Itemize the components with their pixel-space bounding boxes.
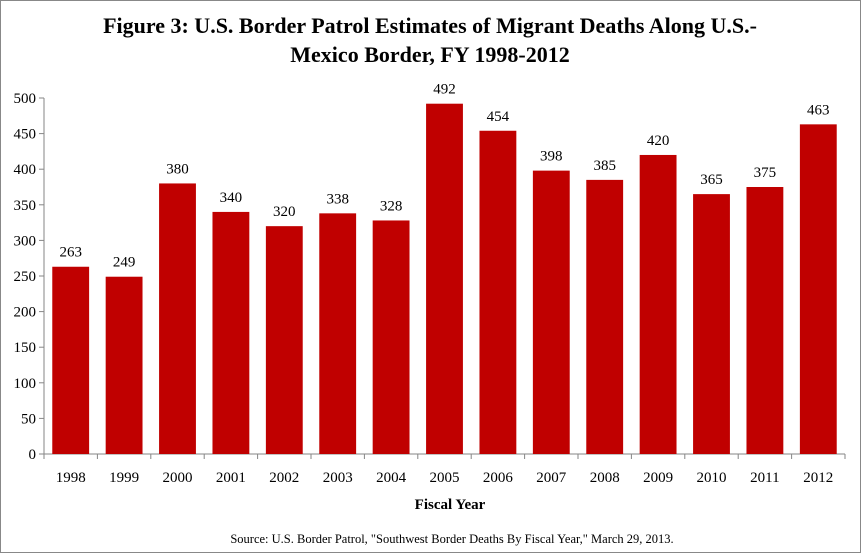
source-note: Source: U.S. Border Patrol, "Southwest B… xyxy=(230,532,673,546)
bar-2008 xyxy=(586,179,624,454)
y-tick-label: 300 xyxy=(14,233,37,249)
bar-2012 xyxy=(799,124,837,455)
bar-2001 xyxy=(212,211,250,454)
y-tick-label: 50 xyxy=(21,411,36,427)
data-label-2010: 365 xyxy=(700,172,723,188)
data-label-2002: 320 xyxy=(273,204,296,220)
x-tick-label-1998: 1998 xyxy=(56,470,86,486)
x-tick-label-2000: 2000 xyxy=(163,470,193,486)
bar-2007 xyxy=(532,170,570,454)
bar-1998 xyxy=(52,266,90,454)
data-label-1999: 249 xyxy=(113,255,136,271)
data-labels: 263 249 380 340 320 338 328 492 454 398 385 420 365 3… xyxy=(59,82,829,271)
x-tick-label-2007: 2007 xyxy=(536,470,567,486)
bar-2005 xyxy=(426,103,463,455)
data-label-2012: 463 xyxy=(807,102,830,118)
data-label-2003: 338 xyxy=(326,191,349,207)
bar-2010 xyxy=(693,194,730,454)
bar-2004 xyxy=(372,220,410,454)
data-label-2007: 398 xyxy=(540,149,563,165)
bars xyxy=(52,103,837,455)
x-tick-label-2012: 2012 xyxy=(803,470,833,486)
x-tick-label-2004: 2004 xyxy=(376,470,407,486)
x-axis-label: Fiscal Year xyxy=(415,497,486,513)
y-tick-label: 450 xyxy=(14,127,37,143)
y-tick-label: 500 xyxy=(14,91,37,107)
y-tick-label: 150 xyxy=(14,340,37,356)
y-tick-label: 250 xyxy=(14,269,37,285)
x-tick-label-2011: 2011 xyxy=(750,470,779,486)
data-label-2011: 375 xyxy=(754,165,777,181)
data-label-2006: 454 xyxy=(487,109,510,125)
bar-2000 xyxy=(159,183,196,454)
data-label-2004: 328 xyxy=(380,198,403,214)
data-label-2001: 340 xyxy=(220,190,243,206)
y-tick-label: 100 xyxy=(14,376,37,392)
y-tick-label: 400 xyxy=(14,162,37,178)
chart-title-line-2: Mexico Border, FY 1998-2012 xyxy=(290,42,569,67)
x-tick-label-2009: 2009 xyxy=(643,470,673,486)
y-tick-label: 350 xyxy=(14,198,37,214)
x-tick-label-2001: 2001 xyxy=(216,470,246,486)
bar-2006 xyxy=(479,130,517,454)
data-label-2000: 380 xyxy=(166,161,189,177)
x-tick-labels: 1998 1999 2000 2001 2002 2003 2004 2005 2006 2007… xyxy=(56,470,834,486)
bar-2009 xyxy=(639,154,677,454)
y-tick-labels: 0 50 100 150 200 250 300 350 400 450 500 xyxy=(14,91,37,463)
bar-2003 xyxy=(319,213,357,454)
x-tick-label-2008: 2008 xyxy=(590,470,620,486)
bar-2002 xyxy=(265,226,303,454)
data-label-1998: 263 xyxy=(59,245,82,261)
x-tick-label-1999: 1999 xyxy=(109,470,139,486)
chart-title-line-1: Figure 3: U.S. Border Patrol Estimates o… xyxy=(103,13,757,38)
x-tick-label-2006: 2006 xyxy=(483,470,514,486)
data-label-2009: 420 xyxy=(647,133,670,149)
x-tick-label-2010: 2010 xyxy=(697,470,727,486)
y-tick-label: 0 xyxy=(29,447,37,463)
x-tick-label-2005: 2005 xyxy=(430,470,460,486)
bar-2011 xyxy=(746,187,784,454)
x-tick-label-2002: 2002 xyxy=(269,470,299,486)
y-tick-label: 200 xyxy=(14,305,37,321)
data-label-2005: 492 xyxy=(433,82,456,98)
bar-1999 xyxy=(105,276,143,454)
x-tick-label-2003: 2003 xyxy=(323,470,353,486)
data-label-2008: 385 xyxy=(593,158,616,174)
